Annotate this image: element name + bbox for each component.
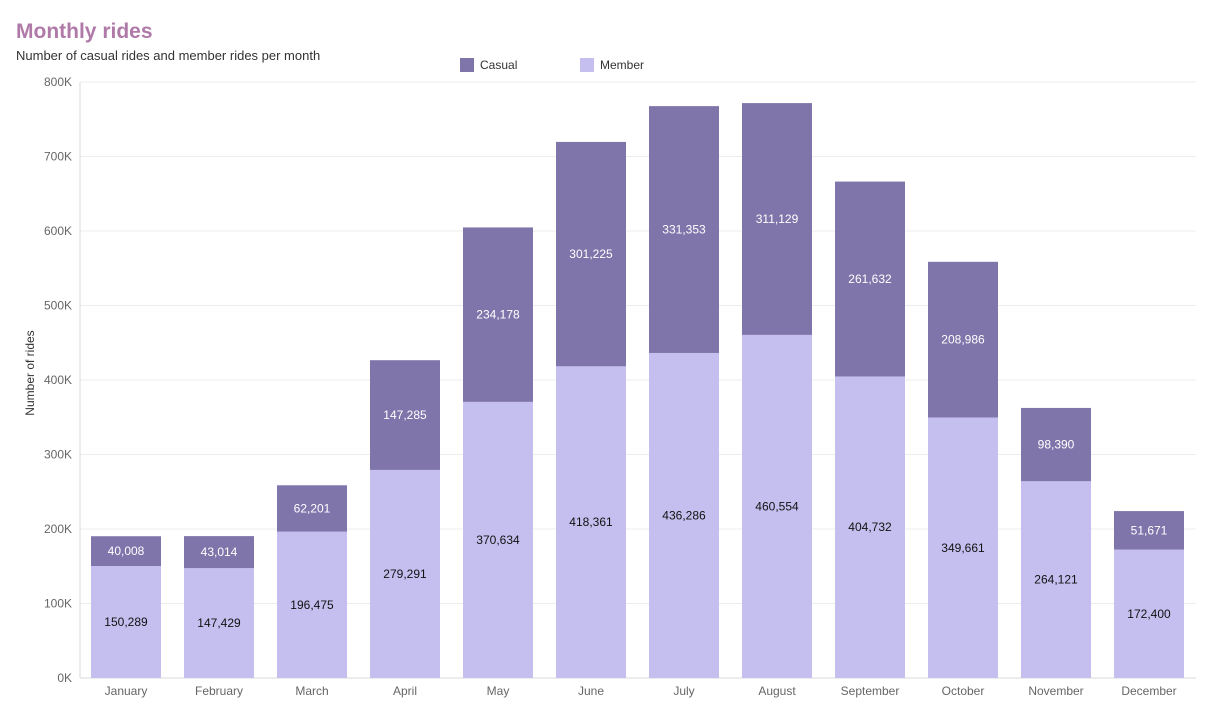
bar-casual — [91, 536, 161, 567]
bar-member — [1114, 549, 1184, 678]
x-tick-label: June — [578, 684, 604, 698]
legend-label-member: Member — [600, 58, 645, 72]
bar-casual — [370, 360, 440, 470]
y-tick-label: 400K — [44, 373, 72, 387]
x-tick-label: December — [1121, 684, 1176, 698]
y-tick-label: 200K — [44, 522, 72, 536]
y-axis-label: Number of rides — [23, 330, 37, 415]
legend-label-casual: Casual — [480, 58, 518, 72]
data-label-member: 279,291 — [383, 567, 427, 581]
bar-casual — [1114, 511, 1184, 550]
y-tick-label: 700K — [44, 150, 72, 164]
bar-casual — [742, 103, 812, 335]
bar-member — [91, 566, 161, 678]
x-tick-label: January — [105, 684, 148, 698]
bar-member — [463, 401, 533, 678]
data-labels: 150,289 40,008 147,429 43,014 196,475 62,201 2… — [104, 212, 1171, 630]
data-label-member: 418,361 — [569, 515, 613, 529]
bar-casual — [928, 261, 998, 418]
y-tick-label: 800K — [44, 75, 72, 89]
x-tick-label: August — [758, 684, 796, 698]
bar-member — [370, 469, 440, 678]
x-tick-label: July — [673, 684, 694, 698]
legend-swatch-member — [580, 58, 594, 72]
x-tick-label: October — [942, 684, 985, 698]
y-tick-label: 100K — [44, 597, 72, 611]
data-label-member: 404,732 — [848, 520, 892, 534]
bar-member — [835, 376, 905, 678]
chart-subtitle: Number of casual rides and member rides … — [16, 48, 321, 63]
bar-member — [928, 417, 998, 678]
bar-casual — [556, 141, 626, 367]
bar-member — [556, 366, 626, 678]
x-tick-label: March — [295, 684, 328, 698]
data-label-casual: 51,671 — [1131, 523, 1168, 537]
bar-member — [742, 334, 812, 678]
data-label-member: 370,634 — [476, 533, 520, 547]
data-label-casual: 62,201 — [294, 501, 331, 515]
data-label-casual: 147,285 — [383, 408, 427, 422]
data-label-casual: 331,353 — [662, 223, 706, 237]
y-tick-label: 0K — [57, 671, 72, 685]
y-tick-label: 300K — [44, 448, 72, 462]
data-label-casual: 43,014 — [201, 545, 238, 559]
bar-member — [1021, 481, 1091, 678]
y-axis: 0K 100K 200K 300K 400K 500K 600K 700K 800K — [44, 75, 81, 685]
bar-casual — [463, 227, 533, 402]
legend-item-member[interactable]: Member — [580, 58, 644, 72]
data-label-member: 147,429 — [197, 616, 241, 630]
data-label-casual: 311,129 — [756, 212, 799, 226]
x-tick-label: April — [393, 684, 417, 698]
data-label-member: 196,475 — [290, 598, 334, 612]
bar-casual — [649, 106, 719, 353]
x-tick-label: February — [195, 684, 243, 698]
data-label-casual: 40,008 — [108, 544, 145, 558]
data-label-member: 172,400 — [1127, 607, 1171, 621]
data-label-member: 264,121 — [1034, 573, 1078, 587]
data-label-casual: 208,986 — [941, 333, 985, 347]
y-tick-label: 500K — [44, 299, 72, 313]
data-label-casual: 98,390 — [1038, 438, 1075, 452]
data-label-casual: 234,178 — [476, 308, 520, 322]
x-tick-label: November — [1028, 684, 1083, 698]
x-axis: January February March April May June July Augu… — [80, 677, 1196, 698]
data-label-casual: 301,225 — [569, 247, 613, 261]
chart-title: Monthly rides — [16, 20, 153, 43]
data-label-casual: 261,632 — [848, 272, 892, 286]
bar-member — [277, 531, 347, 678]
bar-casual — [835, 181, 905, 377]
bar-casual — [184, 536, 254, 569]
y-tick-label: 600K — [44, 224, 72, 238]
bar-member — [649, 352, 719, 678]
legend-item-casual[interactable]: Casual — [460, 58, 517, 72]
x-tick-label: September — [841, 684, 900, 698]
data-label-member: 150,289 — [104, 615, 148, 629]
x-tick-label: May — [487, 684, 510, 698]
data-label-member: 460,554 — [755, 499, 799, 513]
bars — [91, 103, 1184, 678]
data-label-member: 349,661 — [941, 541, 985, 555]
legend-swatch-casual — [460, 58, 474, 72]
bar-member — [184, 568, 254, 678]
data-label-member: 436,286 — [662, 508, 706, 522]
bar-casual — [1021, 407, 1091, 482]
bar-casual — [277, 485, 347, 532]
